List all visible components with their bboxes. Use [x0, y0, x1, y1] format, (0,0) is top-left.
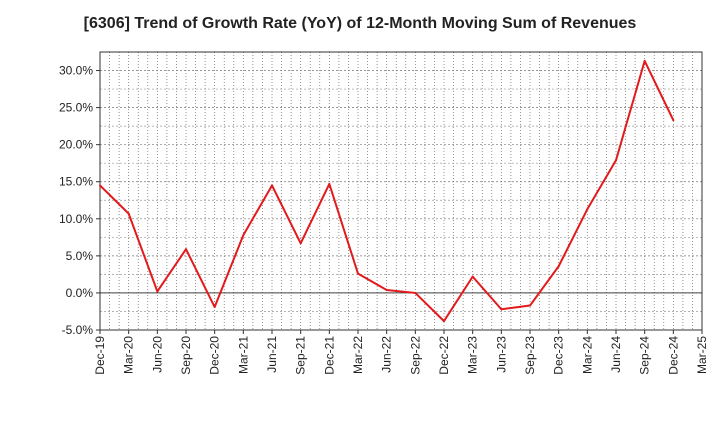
data-point [586, 208, 589, 211]
y-tick-label: 20.0% [59, 138, 93, 152]
data-point [615, 159, 617, 162]
data-point [357, 272, 359, 275]
data-point [242, 234, 245, 237]
x-tick-label: Jun-20 [150, 336, 164, 373]
x-tick-label: Jun-23 [494, 336, 508, 373]
y-axis-ticks: 30.0% 25.0% 20.0% 15.0% 10.0% 5.0% 0.0% -5.0% [59, 64, 100, 337]
y-tick-label: 5.0% [66, 249, 94, 263]
x-tick-label: Jun-22 [380, 336, 394, 373]
x-tick-label: Mar-20 [122, 336, 136, 374]
x-tick-label: Jun-24 [609, 336, 623, 373]
data-point [500, 308, 503, 311]
data-point [643, 59, 646, 62]
x-tick-label: Dec-21 [322, 336, 336, 375]
x-tick-label: Sep-24 [638, 336, 652, 375]
plot-frame [99, 51, 703, 331]
data-point [328, 182, 331, 185]
x-tick-label: Dec-24 [666, 336, 680, 375]
x-tick-label: Dec-23 [552, 336, 566, 375]
series-layer [99, 59, 675, 323]
data-point [185, 248, 187, 251]
x-tick-label: Sep-21 [294, 336, 308, 375]
x-tick-label: Mar-22 [351, 336, 365, 374]
data-point [414, 291, 417, 294]
x-tick-label: Dec-20 [208, 336, 222, 375]
data-point [557, 265, 560, 268]
data-point [672, 119, 675, 122]
y-tick-label: -5.0% [62, 323, 94, 337]
y-tick-label: 10.0% [59, 212, 93, 226]
x-tick-label: Dec-19 [93, 336, 107, 375]
x-tick-label: Sep-23 [523, 336, 537, 375]
data-point [471, 275, 474, 278]
x-tick-label: Mar-23 [466, 336, 480, 374]
data-point [213, 306, 216, 309]
grid-lines [99, 51, 703, 331]
x-axis-ticks: Dec-19 Mar-20 Jun-20 Sep-20 Dec-20 Mar-21 Jun-… [93, 330, 709, 375]
data-point [385, 288, 388, 291]
axes [99, 51, 703, 331]
x-tick-label: Mar-25 [695, 336, 709, 374]
data-point [271, 184, 273, 187]
chart-title: [6306] Trend of Growth Rate (YoY) of 12-… [83, 15, 637, 32]
x-tick-label: Jun-21 [265, 336, 279, 373]
x-tick-label: Sep-22 [408, 336, 422, 375]
y-tick-label: 0.0% [66, 286, 94, 300]
data-point [127, 212, 130, 215]
data-point [299, 242, 302, 245]
x-tick-label: Dec-22 [437, 336, 451, 375]
x-tick-label: Mar-24 [580, 336, 594, 374]
data-point [156, 290, 159, 293]
data-point [529, 304, 531, 307]
x-tick-label: Sep-20 [179, 336, 193, 375]
y-tick-label: 30.0% [59, 64, 93, 78]
x-tick-label: Mar-21 [236, 336, 250, 374]
data-point [443, 320, 445, 323]
y-tick-label: 15.0% [59, 175, 93, 189]
data-point [99, 184, 101, 187]
y-tick-label: 25.0% [59, 101, 93, 115]
